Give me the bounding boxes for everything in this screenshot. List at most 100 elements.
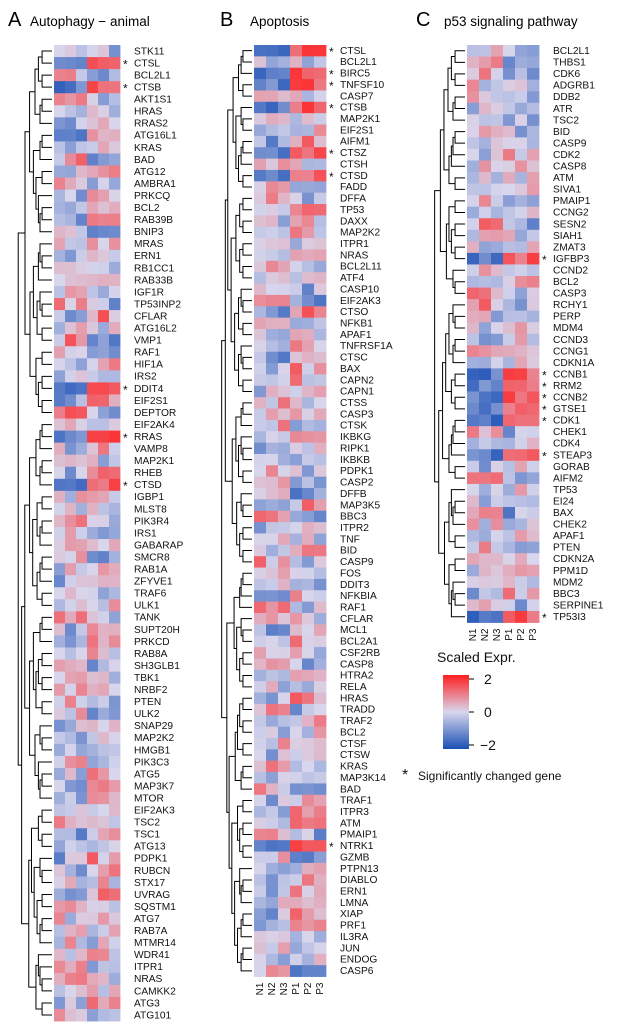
heatmap-cell <box>54 719 66 733</box>
gene-label: CAMKK2 <box>134 986 176 997</box>
panel-b-dendrogram <box>221 50 252 972</box>
heatmap-cell <box>479 287 492 300</box>
heatmap-cell <box>76 888 88 901</box>
heatmap-cell <box>527 403 540 415</box>
heatmap-cell <box>266 840 279 852</box>
heatmap-cell <box>98 659 110 672</box>
heatmap-cell <box>266 942 279 955</box>
heatmap-cell <box>302 624 315 637</box>
heatmap-cell <box>527 172 540 184</box>
heatmap-cell <box>76 623 88 636</box>
heatmap-cell <box>65 237 77 251</box>
dendrogram-branch <box>37 815 43 841</box>
heatmap-cell <box>467 414 480 427</box>
gene-label: TSC2 <box>134 818 160 829</box>
heatmap-cell <box>254 317 267 330</box>
gene-label: ENDOG <box>340 955 377 966</box>
heatmap-cell <box>87 93 99 106</box>
heatmap-cell <box>54 659 66 672</box>
heatmap-cell <box>314 544 327 557</box>
heatmap-cell <box>98 358 110 371</box>
heatmap-cell <box>527 91 540 104</box>
dendrogram-branch <box>237 927 242 963</box>
heatmap-cell <box>76 683 88 697</box>
heatmap-cell <box>527 495 540 508</box>
heatmap-cell <box>98 743 110 757</box>
dendrogram-branch <box>233 596 240 649</box>
heatmap-cell <box>54 189 66 203</box>
sample-label: N2 <box>480 628 491 641</box>
heatmap-cell <box>254 113 267 125</box>
heatmap-cell <box>98 587 110 600</box>
gene-label: LMNA <box>340 898 369 909</box>
heatmap-cell <box>65 322 77 335</box>
gene-label: ATG3 <box>134 998 160 1009</box>
gene-label: GTSE1 <box>553 404 587 415</box>
heatmap-cell <box>314 578 327 591</box>
heatmap-cell <box>109 719 121 733</box>
heatmap-cell <box>98 213 110 227</box>
heatmap-cell <box>278 862 291 875</box>
heatmap-cell <box>515 229 528 242</box>
gene-label: IKBKB <box>340 455 370 466</box>
sample-label: N1 <box>255 982 266 995</box>
heatmap-cell <box>254 590 267 603</box>
heatmap-cell <box>278 953 291 966</box>
heatmap-cell <box>254 703 267 716</box>
heatmap-cell <box>290 953 303 966</box>
gene-label: SESN2 <box>553 219 587 230</box>
gene-label: KRAS <box>340 762 368 773</box>
heatmap-cell <box>491 56 504 69</box>
gene-label: IGF1R <box>134 287 164 298</box>
heatmap-cell <box>98 81 110 94</box>
heatmap-cell <box>98 960 110 974</box>
heatmap-cell <box>491 310 504 323</box>
heatmap-cell <box>503 599 516 612</box>
heatmap-cell <box>65 442 77 456</box>
heatmap-cell <box>87 45 99 58</box>
heatmap-cell <box>109 129 121 142</box>
heatmap-cell <box>109 358 121 371</box>
heatmap-cell <box>266 624 279 637</box>
heatmap-cell <box>65 418 77 431</box>
heatmap-cell <box>278 181 291 194</box>
dendrogram-branch <box>242 799 252 813</box>
significance-star: * <box>542 368 547 382</box>
heatmap-cell <box>254 522 267 534</box>
heatmap-cell <box>302 590 315 603</box>
heatmap-cell <box>87 286 99 299</box>
heatmap-cell <box>278 806 291 818</box>
heatmap-cell <box>290 806 303 818</box>
heatmap-cell <box>98 852 110 865</box>
dendrogram-branch <box>242 629 252 642</box>
heatmap-cell <box>290 737 303 750</box>
heatmap-cell <box>515 206 528 219</box>
heatmap-cell <box>54 334 66 347</box>
heatmap-cell <box>302 783 315 796</box>
heatmap-cell <box>98 382 110 395</box>
heatmap-cell <box>109 731 121 745</box>
heatmap-cell <box>314 635 327 648</box>
gene-label: MAP2K1 <box>134 456 175 467</box>
heatmap-cell <box>65 382 77 395</box>
heatmap-cell <box>467 56 480 69</box>
heatmap-cell <box>302 692 315 705</box>
gene-label: BBC3 <box>553 589 580 600</box>
dendrogram-branch <box>445 333 452 392</box>
gene-label: HRAS <box>134 107 163 118</box>
gene-label: CTSF <box>340 739 367 750</box>
heatmap-cell <box>278 715 291 727</box>
heatmap-cell <box>467 449 480 462</box>
heatmap-cell <box>266 192 279 205</box>
dendrogram-branch <box>242 527 252 540</box>
heatmap-cell <box>98 924 110 938</box>
heatmap-cell <box>76 105 88 118</box>
heatmap-cell <box>278 169 291 182</box>
heatmap-cell <box>527 102 540 115</box>
gene-label: RRM2 <box>553 381 582 392</box>
gene-label: FOS <box>340 568 361 579</box>
heatmap-cell <box>109 551 121 564</box>
heatmap-cell <box>515 414 528 427</box>
gene-label: GZMB <box>340 852 370 863</box>
heatmap-cell <box>87 683 99 697</box>
